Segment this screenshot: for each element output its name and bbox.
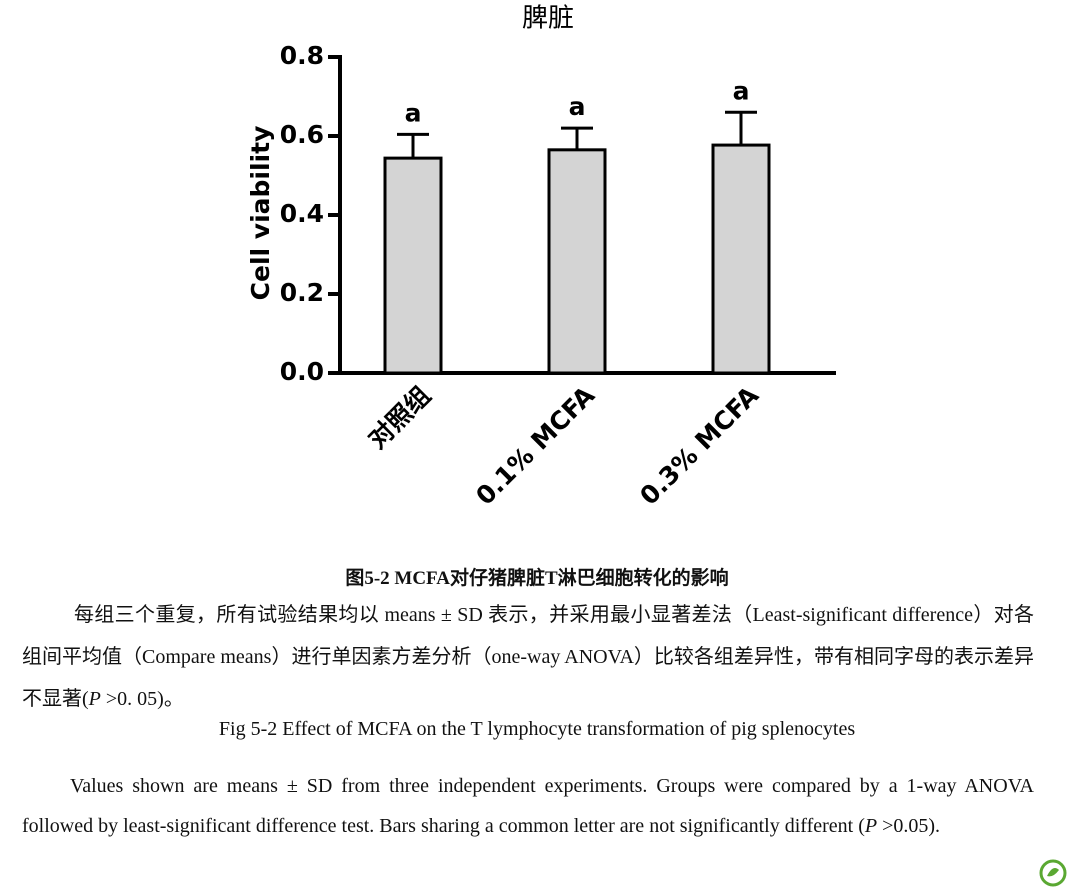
significance-letter: a	[733, 76, 750, 105]
bar	[383, 156, 443, 375]
x-tick-label: 0.1% MCFA	[470, 380, 600, 510]
text: P	[864, 815, 878, 837]
y-tick-label: 0.8	[280, 41, 324, 70]
note-cn: 每组三个重复，所有试验结果均以 means ± SD 表示，并采用最小显著差法（…	[22, 594, 1034, 720]
y-tick-label: 0.0	[280, 357, 324, 386]
figure-title-en: Fig 5-2 Effect of MCFA on the T lymphocy…	[218, 718, 856, 740]
significance-letter: a	[569, 92, 586, 121]
text: 每组三个重复，所有试验结果均以 means ± SD 表示，并采用最小显著差法（…	[22, 604, 1034, 710]
text: P	[88, 688, 101, 710]
bar	[711, 143, 771, 375]
significance-letter: a	[405, 98, 422, 127]
chart-title: 脾脏	[522, 4, 574, 34]
logo-icon	[1039, 859, 1067, 887]
y-tick-label: 0.2	[280, 278, 324, 307]
x-tick-label: 对照组	[363, 381, 437, 455]
x-tick-label: 0.3% MCFA	[634, 380, 764, 510]
text: Values shown are means ± SD from three i…	[22, 775, 1034, 837]
text: >0.05).	[877, 815, 941, 837]
figure-title-cn: 图5-2 MCFA对仔猪脾脏T淋巴细胞转化的影响	[345, 568, 729, 589]
bar	[547, 148, 607, 375]
y-axis-label: Cell viability	[246, 126, 275, 301]
text: >0. 05)。	[100, 688, 184, 710]
y-tick-label: 0.6	[280, 120, 324, 149]
chart: 脾脏 Cell viability 0.0 0.2 0.4 0.6 0.8 a 对照组 a 0.…	[246, 4, 836, 511]
y-tick-label: 0.4	[280, 199, 324, 228]
note-en: Values shown are means ± SD from three i…	[22, 766, 1034, 846]
